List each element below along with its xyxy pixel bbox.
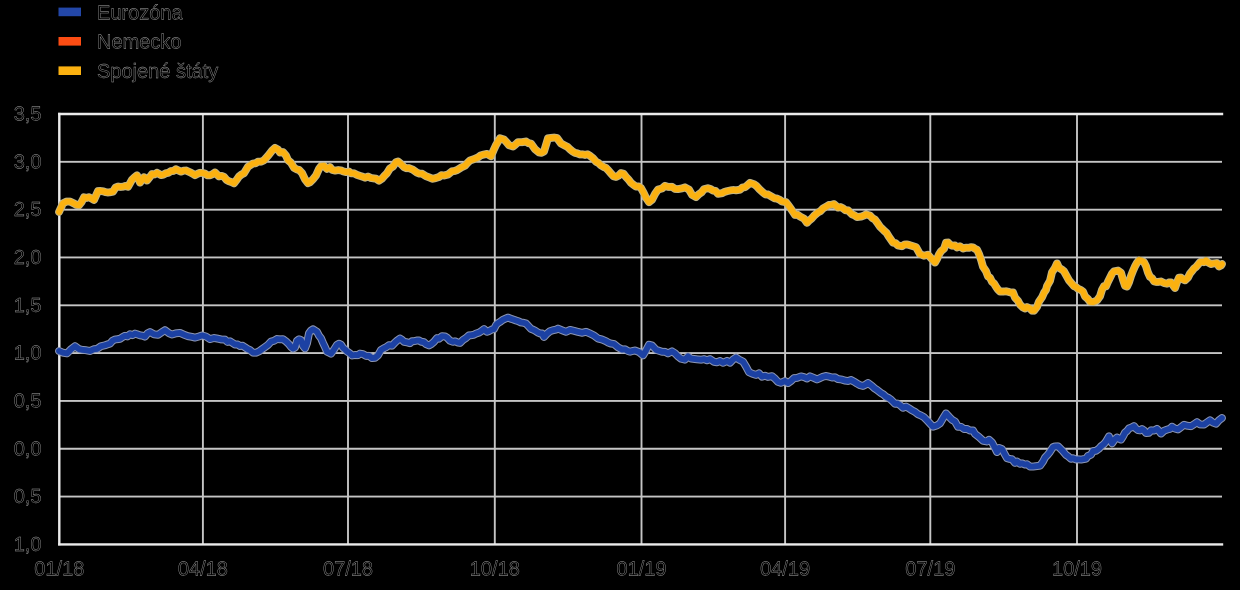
svg-text:3,0: 3,0 <box>14 151 42 173</box>
svg-text:0,5: 0,5 <box>14 390 42 412</box>
svg-text:2,0: 2,0 <box>14 247 42 269</box>
svg-text:0,5: 0,5 <box>14 486 42 508</box>
svg-text:Eurozóna: Eurozóna <box>97 2 183 24</box>
svg-text:1,5: 1,5 <box>14 295 42 317</box>
svg-text:2,5: 2,5 <box>14 199 42 221</box>
svg-text:1,0: 1,0 <box>14 343 42 365</box>
svg-text:1,0: 1,0 <box>14 534 42 556</box>
svg-text:01/18: 01/18 <box>34 559 84 581</box>
svg-text:04/19: 04/19 <box>760 559 810 581</box>
svg-text:3,5: 3,5 <box>14 104 42 126</box>
svg-text:10/18: 10/18 <box>470 559 520 581</box>
svg-text:07/19: 07/19 <box>905 559 955 581</box>
svg-text:01/19: 01/19 <box>616 559 666 581</box>
svg-text:Spojené štáty: Spojené štáty <box>97 61 218 83</box>
svg-text:04/18: 04/18 <box>178 559 228 581</box>
svg-text:10/19: 10/19 <box>1052 559 1102 581</box>
svg-text:Nemecko: Nemecko <box>97 32 181 54</box>
svg-text:07/18: 07/18 <box>323 559 373 581</box>
svg-text:0,0: 0,0 <box>14 438 42 460</box>
